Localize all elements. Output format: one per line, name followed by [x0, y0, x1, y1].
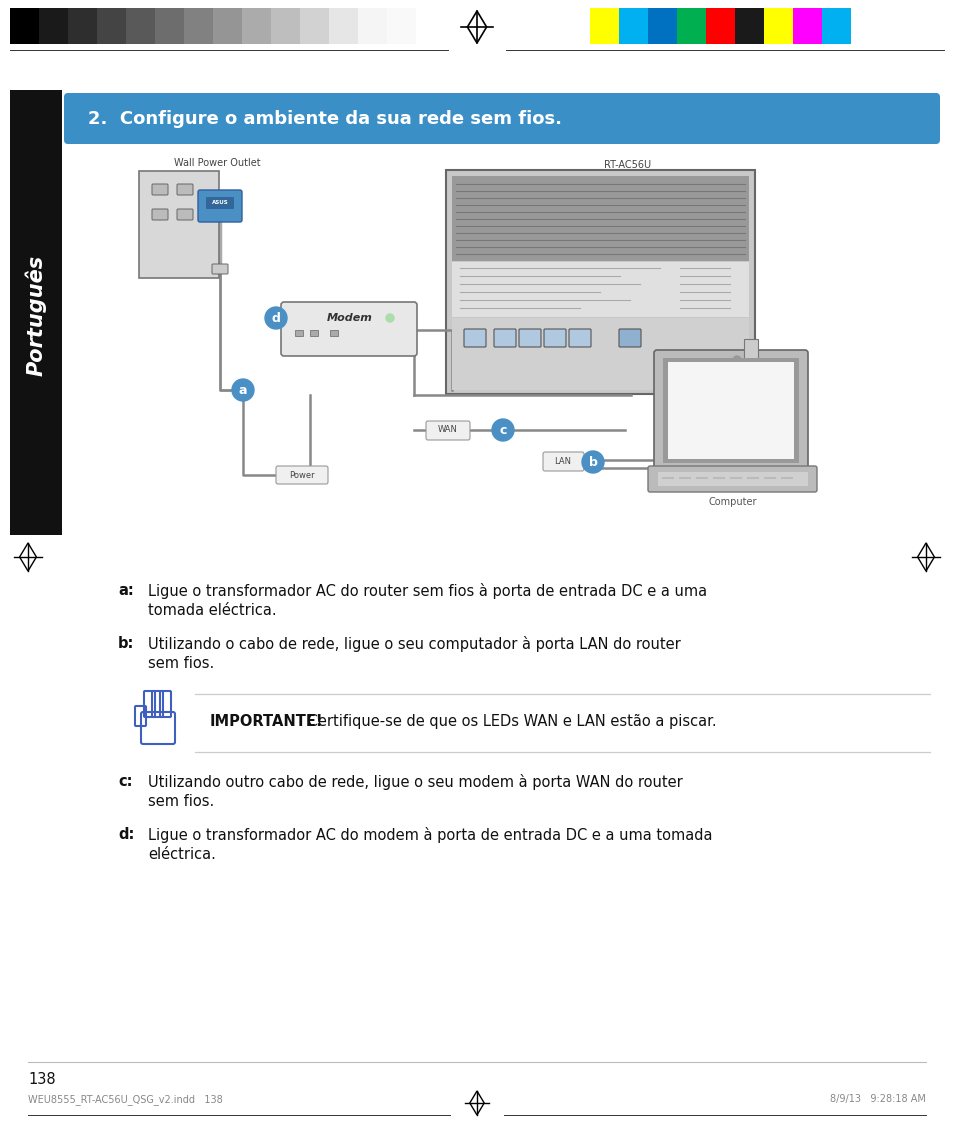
Text: eléctrica.: eléctrica. [148, 847, 215, 862]
Text: tomada eléctrica.: tomada eléctrica. [148, 603, 276, 618]
FancyBboxPatch shape [310, 330, 317, 336]
Text: d:: d: [118, 827, 134, 842]
Text: Ligue o transformador AC do modem à porta de entrada DC e a uma tomada: Ligue o transformador AC do modem à port… [148, 827, 712, 843]
Circle shape [492, 419, 514, 441]
Text: WAN: WAN [437, 426, 457, 435]
Text: ASUS: ASUS [212, 201, 228, 206]
Text: 8/9/13   9:28:18 AM: 8/9/13 9:28:18 AM [829, 1094, 925, 1104]
Text: a:: a: [118, 583, 133, 599]
FancyBboxPatch shape [152, 184, 168, 195]
Text: sem fios.: sem fios. [148, 656, 214, 672]
Text: sem fios.: sem fios. [148, 794, 214, 809]
Bar [734, 8, 763, 44]
Text: Ligue o transformador AC do router sem fios à porta de entrada DC e a uma: Ligue o transformador AC do router sem f… [148, 583, 706, 599]
Bar [357, 8, 387, 44]
FancyBboxPatch shape [198, 190, 242, 222]
FancyBboxPatch shape [177, 209, 193, 220]
Text: Computer: Computer [708, 497, 757, 506]
Bar [154, 8, 184, 44]
Bar [126, 8, 154, 44]
Text: RT-AC56U: RT-AC56U [604, 159, 651, 170]
Bar [10, 90, 62, 535]
Text: b: b [588, 456, 597, 468]
Text: b:: b: [118, 636, 134, 651]
Bar [662, 358, 799, 463]
Text: c: c [498, 423, 506, 437]
Circle shape [581, 451, 603, 473]
FancyBboxPatch shape [212, 264, 228, 274]
Bar [184, 8, 213, 44]
Bar [705, 8, 734, 44]
Text: LAN: LAN [554, 457, 571, 466]
Bar [39, 8, 68, 44]
Bar [387, 8, 416, 44]
FancyBboxPatch shape [64, 93, 939, 144]
Bar [677, 8, 705, 44]
FancyBboxPatch shape [152, 209, 168, 220]
FancyBboxPatch shape [206, 197, 233, 209]
Bar [68, 8, 97, 44]
FancyBboxPatch shape [494, 329, 516, 347]
Text: Certifique-se de que os LEDs WAN e LAN estão a piscar.: Certifique-se de que os LEDs WAN e LAN e… [303, 714, 716, 729]
FancyBboxPatch shape [463, 329, 485, 347]
Bar [589, 8, 618, 44]
FancyBboxPatch shape [618, 329, 640, 347]
Text: c:: c: [118, 774, 132, 789]
FancyBboxPatch shape [446, 170, 754, 394]
Text: d: d [272, 311, 280, 325]
Circle shape [265, 307, 287, 329]
FancyBboxPatch shape [275, 466, 328, 484]
Circle shape [728, 351, 744, 368]
Bar [452, 262, 748, 317]
FancyBboxPatch shape [568, 329, 590, 347]
FancyBboxPatch shape [518, 329, 540, 347]
Bar [763, 8, 792, 44]
FancyBboxPatch shape [139, 171, 219, 279]
Bar [821, 8, 850, 44]
Text: Wall Power Outlet: Wall Power Outlet [173, 158, 260, 168]
FancyBboxPatch shape [647, 466, 816, 492]
Bar [416, 8, 444, 44]
Text: Power: Power [289, 471, 314, 480]
Circle shape [732, 356, 740, 364]
Bar [647, 8, 677, 44]
FancyBboxPatch shape [743, 339, 758, 359]
FancyBboxPatch shape [543, 329, 565, 347]
FancyBboxPatch shape [542, 451, 583, 471]
FancyBboxPatch shape [294, 330, 303, 336]
Text: Português: Português [25, 255, 47, 375]
Bar [213, 8, 242, 44]
Bar [271, 8, 299, 44]
Bar [10, 8, 39, 44]
Text: Utilizando outro cabo de rede, ligue o seu modem à porta WAN do router: Utilizando outro cabo de rede, ligue o s… [148, 774, 682, 789]
FancyBboxPatch shape [330, 330, 337, 336]
Circle shape [232, 378, 253, 401]
FancyBboxPatch shape [654, 350, 807, 471]
Bar [97, 8, 126, 44]
Bar [299, 8, 329, 44]
Text: Modem: Modem [327, 313, 373, 323]
Text: Utilizando o cabo de rede, ligue o seu computador à porta LAN do router: Utilizando o cabo de rede, ligue o seu c… [148, 636, 680, 652]
Bar [452, 176, 748, 261]
FancyBboxPatch shape [177, 184, 193, 195]
FancyBboxPatch shape [426, 421, 470, 440]
Text: IMPORTANTE!: IMPORTANTE! [210, 714, 323, 729]
Circle shape [386, 314, 394, 322]
Bar [242, 8, 271, 44]
Text: 138: 138 [28, 1072, 55, 1087]
Text: a: a [238, 383, 247, 396]
Text: WEU8555_RT-AC56U_QSG_v2.indd   138: WEU8555_RT-AC56U_QSG_v2.indd 138 [28, 1094, 222, 1105]
Bar [618, 8, 647, 44]
Bar [452, 318, 748, 390]
Text: 2.  Configure o ambiente da sua rede sem fios.: 2. Configure o ambiente da sua rede sem … [88, 110, 561, 128]
Bar [658, 472, 807, 486]
Bar [792, 8, 821, 44]
Bar [329, 8, 357, 44]
FancyBboxPatch shape [281, 302, 416, 356]
Bar [667, 362, 793, 459]
